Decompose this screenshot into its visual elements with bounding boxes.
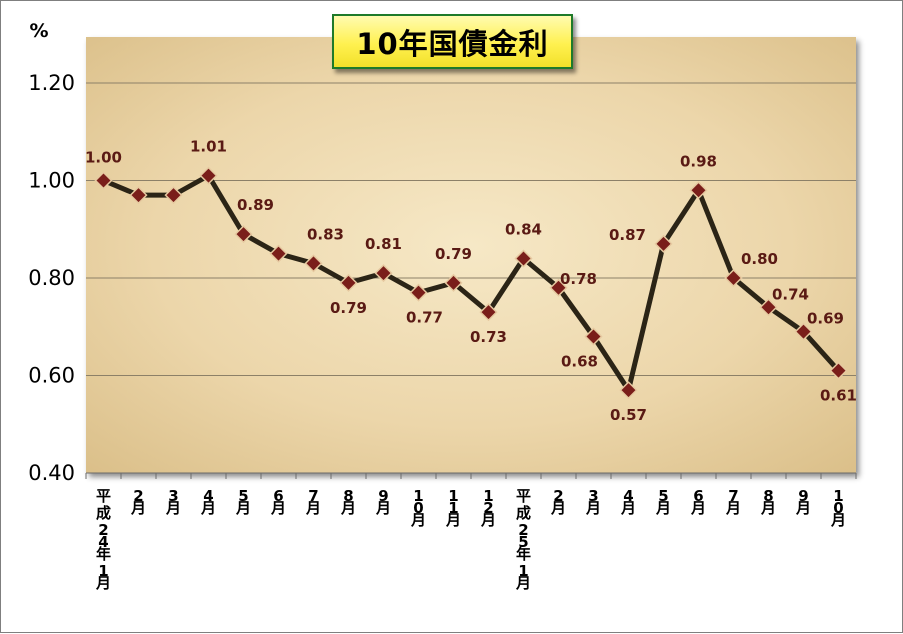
x-category-label: 平成 2 5 年 1 月 (515, 487, 531, 592)
data-point-marker (339, 273, 358, 292)
data-label: 0.89 (237, 196, 274, 214)
chart-title: 10年国債金利 (332, 14, 573, 69)
data-label: 0.81 (365, 235, 402, 253)
data-point-marker (409, 283, 428, 302)
data-point-marker (514, 249, 533, 268)
data-point-marker (234, 225, 253, 244)
y-axis-unit-label: % (29, 20, 48, 42)
y-tick-label: 0.80 (28, 266, 75, 290)
data-point-marker (269, 244, 288, 263)
data-label: 1.00 (85, 149, 122, 167)
y-tick-label: 1.20 (28, 71, 75, 95)
data-point-marker (304, 254, 323, 273)
data-point-marker (94, 171, 113, 190)
plot-area (86, 37, 856, 473)
data-point-marker (199, 166, 218, 185)
data-point-marker (724, 268, 743, 288)
data-label: 0.87 (609, 226, 646, 244)
data-label: 0.61 (820, 387, 857, 405)
data-label: 0.57 (610, 406, 647, 424)
series-line (101, 173, 841, 393)
data-label: 0.74 (772, 285, 809, 303)
data-label: 0.84 (505, 221, 542, 239)
y-tick-label: 1.00 (28, 169, 75, 193)
data-point-marker (164, 186, 183, 205)
data-label: 0.79 (435, 245, 472, 263)
data-point-marker (794, 322, 813, 341)
data-point-marker (759, 298, 778, 317)
data-point-marker (584, 327, 603, 346)
x-category-label: 平成 2 4 年 1 月 (95, 487, 111, 592)
data-label: 0.68 (561, 353, 598, 371)
data-point-marker (549, 278, 568, 297)
data-point-marker (654, 234, 673, 253)
data-label: 0.69 (807, 310, 844, 328)
data-label: 1.01 (190, 138, 227, 156)
data-label: 0.80 (741, 250, 778, 268)
data-point-marker (444, 273, 463, 292)
data-label: 0.73 (470, 328, 507, 346)
data-point-marker (689, 181, 708, 200)
data-point-marker (374, 264, 393, 283)
y-tick-label: 0.60 (28, 364, 75, 388)
data-point-marker (129, 186, 148, 205)
y-tick-label: 0.40 (28, 461, 75, 485)
data-point-marker (479, 303, 498, 322)
data-label: 0.78 (560, 270, 597, 288)
data-point-marker (619, 381, 638, 400)
data-label: 0.98 (680, 152, 717, 170)
data-label: 0.77 (406, 309, 443, 327)
data-point-marker (829, 361, 848, 380)
data-label: 0.83 (307, 225, 344, 243)
data-label: 0.79 (330, 299, 367, 317)
